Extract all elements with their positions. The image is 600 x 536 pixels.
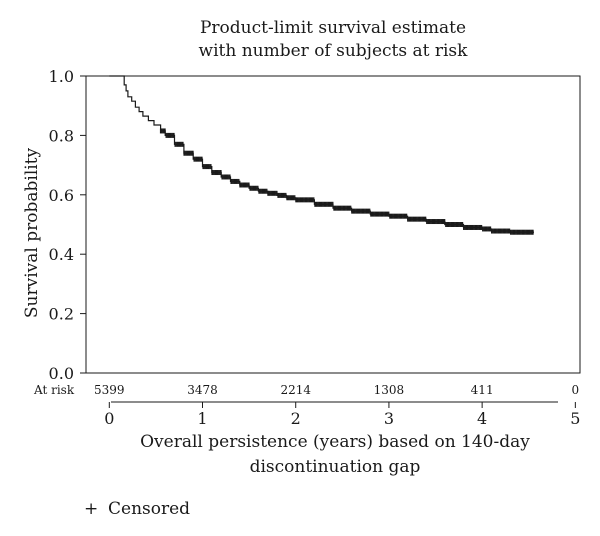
at-risk-count: 0 xyxy=(572,383,580,397)
censor-marks-layer xyxy=(159,128,534,235)
at-risk-count: 3478 xyxy=(187,383,218,397)
y-tick-label: 1.0 xyxy=(49,67,74,86)
y-axis-ticks: 0.0 0.2 0.4 0.6 0.8 1.0 xyxy=(49,67,86,383)
plot-frame xyxy=(85,75,581,374)
at-risk-count: 2214 xyxy=(280,383,311,397)
chart-title-line-1: Product-limit survival estimate xyxy=(200,18,466,38)
x-tick-label: 3 xyxy=(384,409,394,428)
x-axis-ticks: 0 1 2 3 4 5 xyxy=(104,402,580,428)
at-risk-count: 411 xyxy=(471,383,494,397)
y-tick-label: 0.8 xyxy=(49,126,74,145)
at-risk-count: 5399 xyxy=(94,383,125,397)
censored-label: Censored xyxy=(108,499,190,519)
x-tick-label: 2 xyxy=(291,409,301,428)
x-axis-label-line-1: Overall persistence (years) based on 140… xyxy=(140,432,530,452)
x-tick-label: 1 xyxy=(197,409,207,428)
y-tick-label: 0.6 xyxy=(49,186,74,205)
y-tick-label: 0.4 xyxy=(49,245,74,264)
x-tick-label: 0 xyxy=(104,409,114,428)
legend: + Censored xyxy=(84,499,190,519)
x-tick-label: 5 xyxy=(570,409,580,428)
x-tick-label: 4 xyxy=(477,409,487,428)
at-risk-count: 1308 xyxy=(374,383,405,397)
survival-curve xyxy=(109,75,534,233)
at-risk-counts: 5399 3478 2214 1308 411 0 xyxy=(94,383,579,397)
x-axis-label-line-2: discontinuation gap xyxy=(250,457,421,477)
censored-marker: + xyxy=(84,499,98,519)
series-layer xyxy=(109,75,534,233)
at-risk-label: At risk xyxy=(33,383,75,397)
y-axis-label: Survival probability xyxy=(22,147,42,318)
y-tick-label: 0.2 xyxy=(49,305,74,324)
y-tick-label: 0.0 xyxy=(49,364,74,383)
chart-title-line-2: with number of subjects at risk xyxy=(199,41,469,61)
